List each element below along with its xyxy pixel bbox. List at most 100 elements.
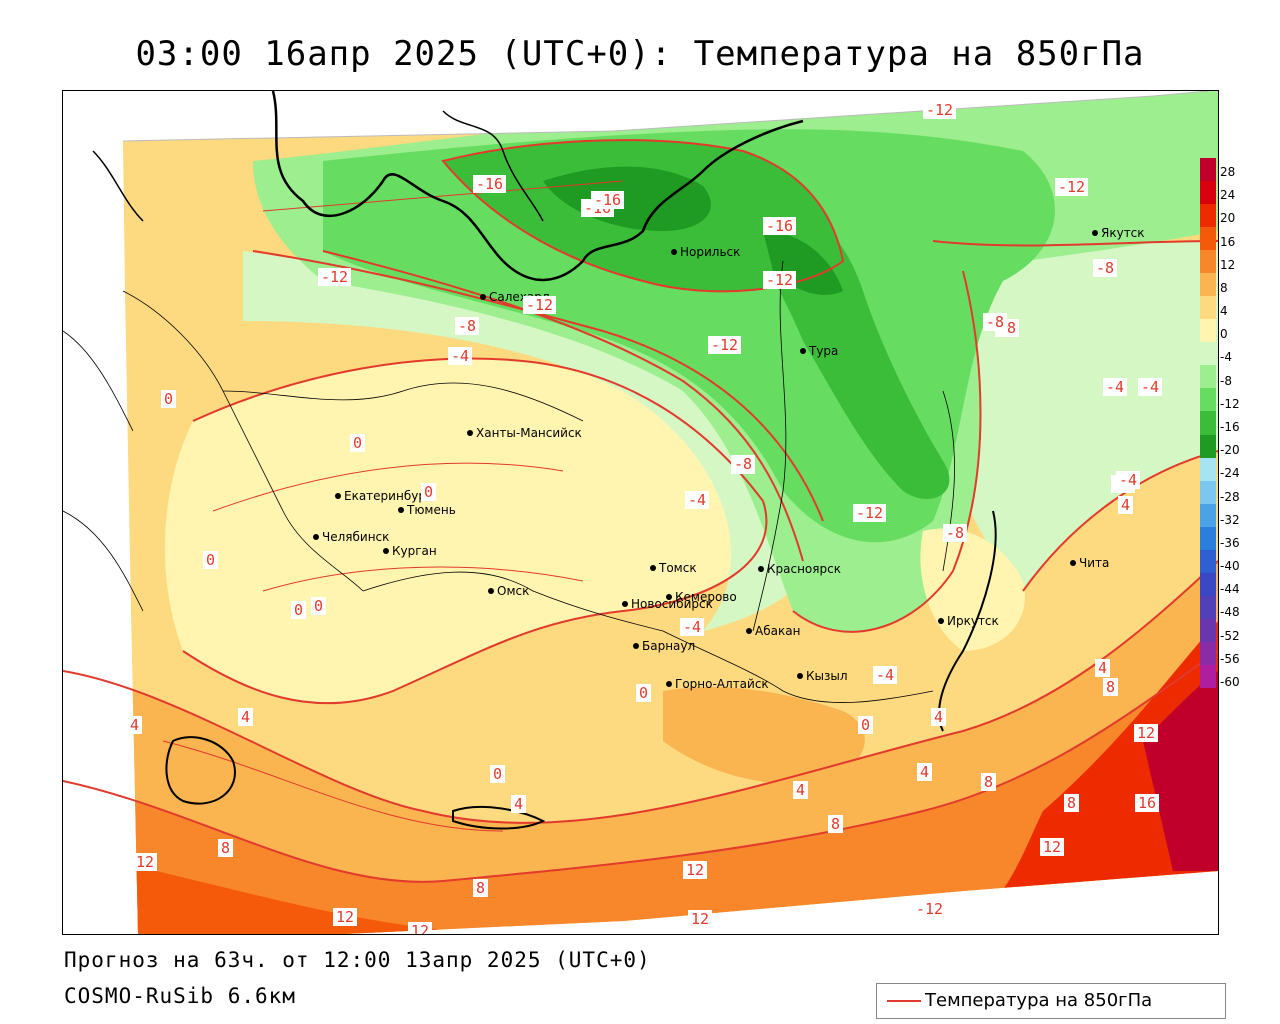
isotherm-label: 8 xyxy=(1103,678,1118,696)
svg-text:8: 8 xyxy=(476,879,485,897)
svg-text:-12: -12 xyxy=(916,900,943,918)
svg-text:4: 4 xyxy=(130,716,139,734)
city-label[interactable]: Новосибирск xyxy=(631,597,713,611)
svg-text:8: 8 xyxy=(221,839,230,857)
city-label[interactable]: Горно-Алтайск xyxy=(675,677,769,691)
isotherm-label: -16 xyxy=(473,175,506,193)
scale-swatch xyxy=(1200,250,1216,274)
svg-text:-4: -4 xyxy=(683,618,701,636)
city-dot-icon xyxy=(666,594,672,600)
city-label[interactable]: Кемерово xyxy=(675,590,737,604)
isotherm-label: -12 xyxy=(853,504,886,522)
scale-swatch xyxy=(1200,365,1216,389)
isotherm-label: 0 xyxy=(311,597,326,615)
scale-swatch xyxy=(1200,595,1216,620)
isotherm-label: -4 xyxy=(1103,378,1127,396)
scale-swatch xyxy=(1200,618,1216,643)
city-label[interactable]: Тура xyxy=(808,344,838,358)
isotherm-label: -4 xyxy=(685,491,709,509)
svg-text:-8: -8 xyxy=(1096,259,1114,277)
city-label[interactable]: Томск xyxy=(658,561,697,575)
city-dot-icon xyxy=(622,601,628,607)
scale-swatch xyxy=(1200,158,1216,182)
city-label[interactable]: Иркутск xyxy=(947,614,999,628)
svg-text:12: 12 xyxy=(1137,724,1155,742)
isotherm-label: -12 xyxy=(923,101,956,119)
svg-text:0: 0 xyxy=(861,716,870,734)
city-label[interactable]: Кызыл xyxy=(806,669,848,683)
city-label[interactable]: Тюмень xyxy=(406,503,456,517)
isotherm-label: -12 xyxy=(523,296,556,314)
svg-text:8: 8 xyxy=(1106,678,1115,696)
scale-swatch xyxy=(1200,273,1216,297)
scale-swatch xyxy=(1200,641,1216,666)
city-label[interactable]: Чита xyxy=(1079,556,1109,570)
city-dot-icon xyxy=(383,548,389,554)
svg-text:-12: -12 xyxy=(526,296,553,314)
city-label[interactable]: Барнаул xyxy=(642,639,695,653)
scale-tick-label: -32 xyxy=(1220,512,1240,527)
city-label[interactable]: Курган xyxy=(392,544,437,558)
isotherm-label: 12 xyxy=(683,861,707,879)
scale-tick-label: -8 xyxy=(1220,373,1232,388)
isotherm-label: 4 xyxy=(238,708,253,726)
city-label[interactable]: Якутск xyxy=(1101,226,1145,240)
scale-swatch xyxy=(1200,342,1216,366)
isotherm-label: 0 xyxy=(858,716,873,734)
svg-text:-12: -12 xyxy=(321,268,348,286)
scale-tick-label: -4 xyxy=(1220,350,1232,365)
forecast-info: Прогноз на 63ч. от 12:00 13апр 2025 (UTC… xyxy=(64,948,651,972)
scale-tick-label: -36 xyxy=(1220,535,1240,550)
isotherm-label: 0 xyxy=(636,684,651,702)
svg-text:0: 0 xyxy=(424,483,433,501)
scale-tick-label: -20 xyxy=(1220,443,1240,458)
city-label[interactable]: Челябинск xyxy=(322,530,389,544)
isotherm-label: -8 xyxy=(983,313,1007,331)
svg-text:12: 12 xyxy=(686,861,704,879)
scale-tick-label: 28 xyxy=(1220,165,1236,179)
isotherm-label: 0 xyxy=(291,601,306,619)
city-label[interactable]: Омск xyxy=(497,584,529,598)
city-label[interactable]: Красноярск xyxy=(767,562,841,576)
isotherm-label: 8 xyxy=(218,839,233,857)
svg-text:-4: -4 xyxy=(1106,378,1124,396)
city-dot-icon xyxy=(650,565,656,571)
scale-swatch xyxy=(1200,296,1216,320)
isotherm-label: -12 xyxy=(708,336,741,354)
scale-swatch xyxy=(1200,181,1216,205)
isotherm-label: -12 xyxy=(763,271,796,289)
svg-text:0: 0 xyxy=(639,684,648,702)
scale-tick-label: -12 xyxy=(1220,396,1240,411)
city-dot-icon xyxy=(488,588,494,594)
isotherm-label: -8 xyxy=(943,524,967,542)
svg-text:-16: -16 xyxy=(766,217,793,235)
svg-text:4: 4 xyxy=(1098,659,1107,677)
scale-swatch xyxy=(1200,434,1216,459)
isotherm-label: 8 xyxy=(1064,794,1079,812)
city-label[interactable]: Ханты-Мансийск xyxy=(476,426,582,440)
scale-tick-label: -48 xyxy=(1220,605,1240,620)
svg-text:12: 12 xyxy=(1043,838,1061,856)
isotherm-label: -4 xyxy=(1116,471,1140,489)
map-area[interactable]: Якутск Норильск Салехард Тура Ханты-Мансийск… xyxy=(62,90,1219,935)
city-label[interactable]: Норильск xyxy=(680,245,740,259)
svg-text:-4: -4 xyxy=(688,491,706,509)
scale-tick-label: -56 xyxy=(1220,651,1240,666)
scale-swatch xyxy=(1200,411,1216,435)
series-legend: Температура на 850гПа xyxy=(876,983,1226,1019)
svg-text:4: 4 xyxy=(514,795,523,813)
city-label[interactable]: Абакан xyxy=(755,624,800,638)
isotherm-label: 4 xyxy=(511,795,526,813)
isotherm-label: 4 xyxy=(1095,659,1110,677)
svg-text:0: 0 xyxy=(353,434,362,452)
isotherm-label: 4 xyxy=(931,708,946,726)
svg-text:-8: -8 xyxy=(946,524,964,542)
isotherm-label: -8 xyxy=(455,317,479,335)
scale-tick-label: -16 xyxy=(1220,420,1240,434)
city-dot-icon xyxy=(746,628,752,634)
city-dot-icon xyxy=(800,348,806,354)
isotherm-label: -4 xyxy=(1138,378,1162,396)
scale-tick-label: 24 xyxy=(1220,188,1236,203)
city-label[interactable]: Екатеринбург xyxy=(344,489,432,503)
city-dot-icon xyxy=(1092,230,1098,236)
